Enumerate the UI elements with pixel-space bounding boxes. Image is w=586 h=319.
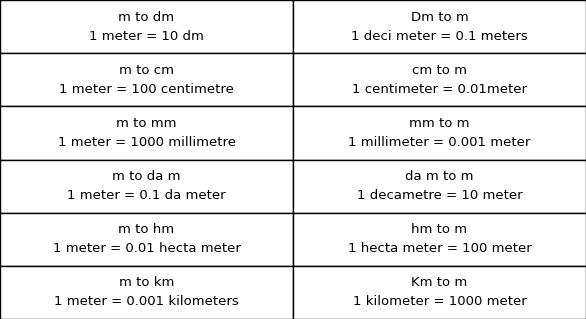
Bar — [0, 213, 293, 266]
Text: hm to m
1 hecta meter = 100 meter: hm to m 1 hecta meter = 100 meter — [347, 223, 532, 255]
Bar — [293, 106, 586, 160]
Text: Dm to m
1 deci meter = 0.1 meters: Dm to m 1 deci meter = 0.1 meters — [351, 11, 528, 42]
Bar — [0, 106, 293, 160]
Text: m to mm
1 meter = 1000 millimetre: m to mm 1 meter = 1000 millimetre — [57, 117, 236, 149]
Text: m to hm
1 meter = 0.01 hecta meter: m to hm 1 meter = 0.01 hecta meter — [53, 223, 240, 255]
Text: m to da m
1 meter = 0.1 da meter: m to da m 1 meter = 0.1 da meter — [67, 170, 226, 202]
Bar — [293, 0, 586, 53]
Bar — [293, 53, 586, 106]
Text: cm to m
1 centimeter = 0.01meter: cm to m 1 centimeter = 0.01meter — [352, 64, 527, 96]
Text: m to dm
1 meter = 10 dm: m to dm 1 meter = 10 dm — [89, 11, 204, 42]
Text: Km to m
1 kilometer = 1000 meter: Km to m 1 kilometer = 1000 meter — [353, 277, 526, 308]
Bar — [293, 160, 586, 213]
Bar — [0, 160, 293, 213]
Bar — [0, 0, 293, 53]
Bar — [293, 213, 586, 266]
Text: m to km
1 meter = 0.001 kilometers: m to km 1 meter = 0.001 kilometers — [54, 277, 239, 308]
Bar — [0, 266, 293, 319]
Bar — [0, 53, 293, 106]
Text: da m to m
1 decametre = 10 meter: da m to m 1 decametre = 10 meter — [357, 170, 522, 202]
Text: m to cm
1 meter = 100 centimetre: m to cm 1 meter = 100 centimetre — [59, 64, 234, 96]
Bar — [293, 266, 586, 319]
Text: mm to m
1 millimeter = 0.001 meter: mm to m 1 millimeter = 0.001 meter — [348, 117, 531, 149]
